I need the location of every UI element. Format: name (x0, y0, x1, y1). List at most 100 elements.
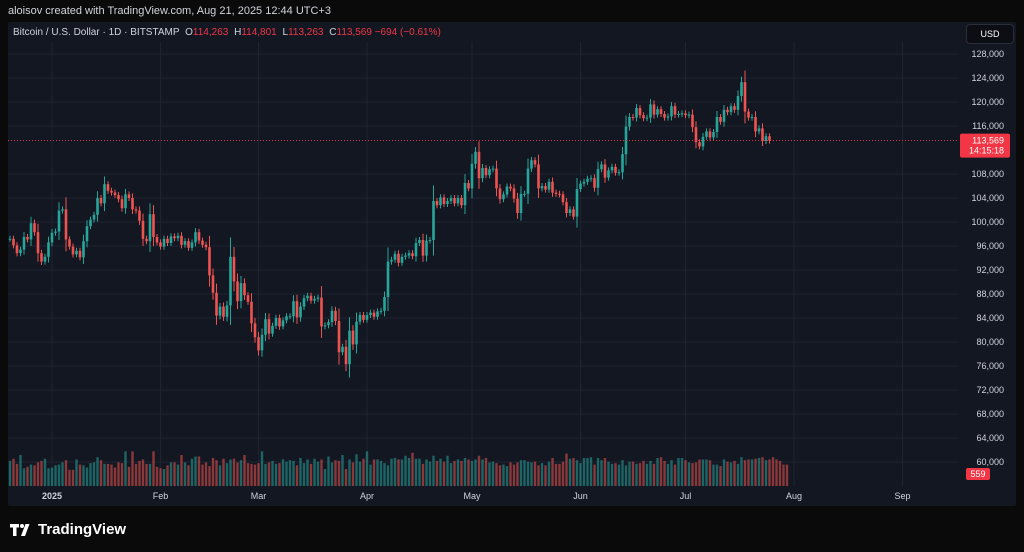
candle-body (68, 239, 71, 247)
volume-bar (491, 461, 495, 486)
volume-bar (516, 462, 519, 486)
candle-body (617, 172, 621, 174)
volume-bar (47, 468, 50, 486)
close-label: C (329, 27, 337, 38)
candle-body (722, 109, 726, 122)
candle-body (267, 319, 271, 334)
candle-body (225, 305, 229, 317)
candle-body (334, 310, 337, 321)
candle-body (680, 113, 684, 115)
volume-bar (565, 453, 568, 486)
candle-body (36, 232, 40, 254)
candle-body (365, 315, 369, 320)
y-tick-label: 108,000 (971, 169, 1004, 179)
volume-bar (523, 460, 526, 486)
volume-bar (474, 459, 477, 486)
volume-bar (365, 451, 369, 486)
volume-bar (404, 455, 407, 486)
volume-bar (747, 459, 750, 486)
volume-bar (50, 467, 54, 486)
volume-bar (750, 459, 754, 486)
y-tick-label: 124,000 (971, 73, 1004, 83)
volume-bar (155, 466, 159, 486)
candle-body (743, 82, 747, 112)
volume-bar (509, 462, 512, 486)
candle-body (495, 168, 498, 189)
candle-body (110, 190, 113, 193)
currency-button[interactable]: USD (966, 24, 1014, 44)
candle-body (537, 164, 540, 189)
candle-body (708, 131, 712, 138)
volume-bar (729, 462, 733, 486)
volume-bar (460, 460, 463, 486)
candle-body (183, 241, 187, 245)
volume-bar (236, 462, 239, 486)
candle-body (519, 193, 523, 213)
candle-body (197, 232, 201, 241)
volume-bar (113, 467, 117, 486)
candle-body (400, 256, 404, 263)
volume-bar (537, 465, 540, 486)
candle-body (533, 160, 537, 165)
x-tick-label: Sep (894, 491, 910, 501)
candle-body (421, 240, 425, 256)
candle-body (155, 237, 159, 243)
candle-body (435, 201, 439, 206)
candle-body (306, 295, 309, 299)
volume-bar (337, 460, 341, 486)
volume-bar (771, 457, 775, 486)
candle-body (547, 181, 551, 190)
volume-bar (670, 460, 673, 486)
candle-body (173, 236, 176, 239)
volume-bar (299, 457, 302, 486)
candle-body (449, 198, 453, 201)
candle-body (414, 243, 418, 257)
candle-body (761, 128, 764, 141)
candle-body (659, 109, 663, 114)
candle-body (631, 117, 635, 118)
volume-bar (253, 464, 257, 486)
y-tick-label: 116,000 (972, 121, 1004, 131)
volume-bar (673, 464, 677, 486)
candle-body (572, 209, 575, 217)
volume-bar (666, 463, 670, 486)
volume-bar (386, 465, 390, 486)
candle-body (337, 321, 341, 353)
candle-body (673, 106, 677, 115)
y-tick-label: 92,000 (976, 265, 1004, 275)
volume-bar (481, 459, 484, 486)
candle-body (124, 194, 127, 209)
candle-body (509, 186, 512, 189)
volume-bar (652, 463, 656, 486)
candle-body (12, 238, 15, 246)
candle-body (740, 82, 743, 96)
y-tick-label: 104,000 (971, 193, 1004, 203)
volume-bar (600, 460, 603, 486)
chart-panel[interactable] (8, 22, 1016, 506)
candle-body (467, 183, 470, 189)
candle-body (89, 219, 92, 227)
candle-body (260, 334, 264, 351)
candle-body (33, 223, 36, 233)
candle-body (446, 201, 449, 204)
tradingview-brand[interactable]: TradingView (10, 521, 126, 538)
candle-body (232, 256, 236, 282)
volume-bar (8, 460, 12, 486)
volume-bar (393, 457, 397, 486)
candle-body (22, 237, 26, 250)
volume-bar (152, 451, 155, 486)
volume-tag (966, 468, 990, 480)
volume-bar (603, 457, 607, 486)
volume-bar (222, 458, 225, 486)
price-chart[interactable]: 128,000 124,000 120,000 116,000 108,000 104,0… (0, 0, 1024, 506)
volume-bar (127, 466, 131, 486)
y-tick-label: 120,000 (971, 97, 1004, 107)
candle-body (187, 241, 190, 248)
volume-bar (589, 457, 593, 486)
candle-body (166, 238, 169, 243)
volume-bar (621, 460, 624, 486)
candle-body (99, 198, 103, 204)
candle-body (530, 160, 533, 169)
candle-body (638, 108, 642, 116)
symbol-title[interactable]: Bitcoin / U.S. Dollar · 1D · BITSTAMP (13, 27, 180, 38)
